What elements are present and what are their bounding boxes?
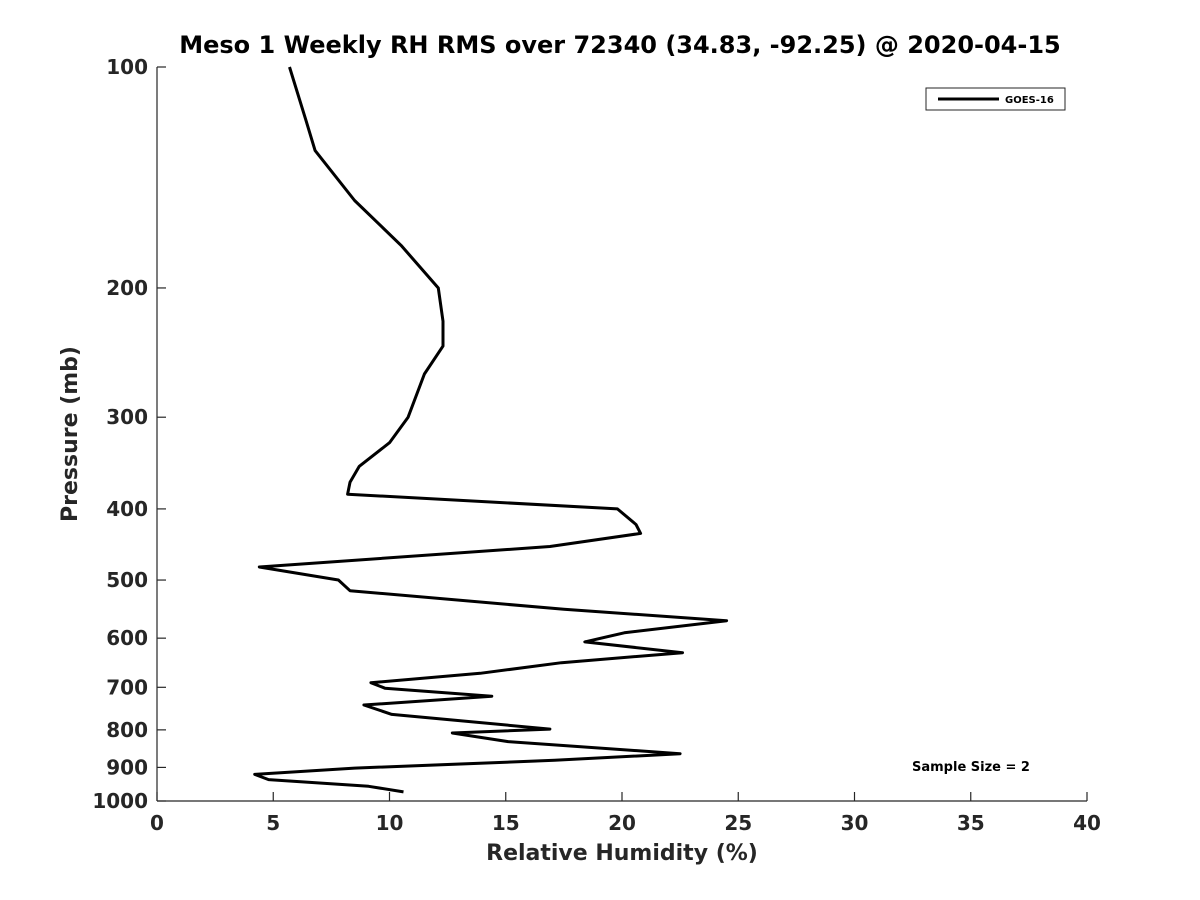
x-tick-label: 10	[376, 811, 404, 835]
y-tick-label: 800	[106, 718, 148, 742]
x-axis-ticks: 0 5 10 15 20 25 30 35 40	[150, 792, 1101, 835]
y-tick-label: 600	[106, 626, 148, 650]
x-axis-label: Relative Humidity (%)	[486, 841, 758, 866]
y-tick-label: 900	[106, 755, 148, 779]
y-tick-label: 500	[106, 568, 148, 592]
x-tick-label: 0	[150, 811, 164, 835]
series-line-0	[253, 66, 729, 794]
x-tick-label: 40	[1073, 811, 1101, 835]
y-axis-label: Pressure (mb)	[58, 346, 83, 522]
chart-title: Meso 1 Weekly RH RMS over 72340 (34.83, …	[179, 31, 1061, 59]
x-tick-label: 20	[608, 811, 636, 835]
plot-area	[253, 66, 729, 794]
legend-label: GOES-16	[1005, 95, 1054, 106]
y-tick-label: 1000	[92, 789, 148, 813]
y-tick-label: 300	[106, 405, 148, 429]
x-tick-label: 30	[841, 811, 869, 835]
y-tick-label: 200	[106, 276, 148, 300]
x-tick-label: 35	[957, 811, 985, 835]
x-tick-label: 5	[266, 811, 280, 835]
y-tick-label: 400	[106, 497, 148, 521]
y-axis-ticks: 100 200 300 400 500 600 700 800 900 1000	[92, 55, 166, 813]
sample-size-annotation: Sample Size = 2	[912, 760, 1030, 775]
y-tick-label: 700	[106, 675, 148, 699]
legend: GOES-16	[925, 87, 1066, 111]
x-tick-label: 25	[724, 811, 752, 835]
y-tick-label: 100	[106, 55, 148, 79]
x-tick-label: 15	[492, 811, 520, 835]
